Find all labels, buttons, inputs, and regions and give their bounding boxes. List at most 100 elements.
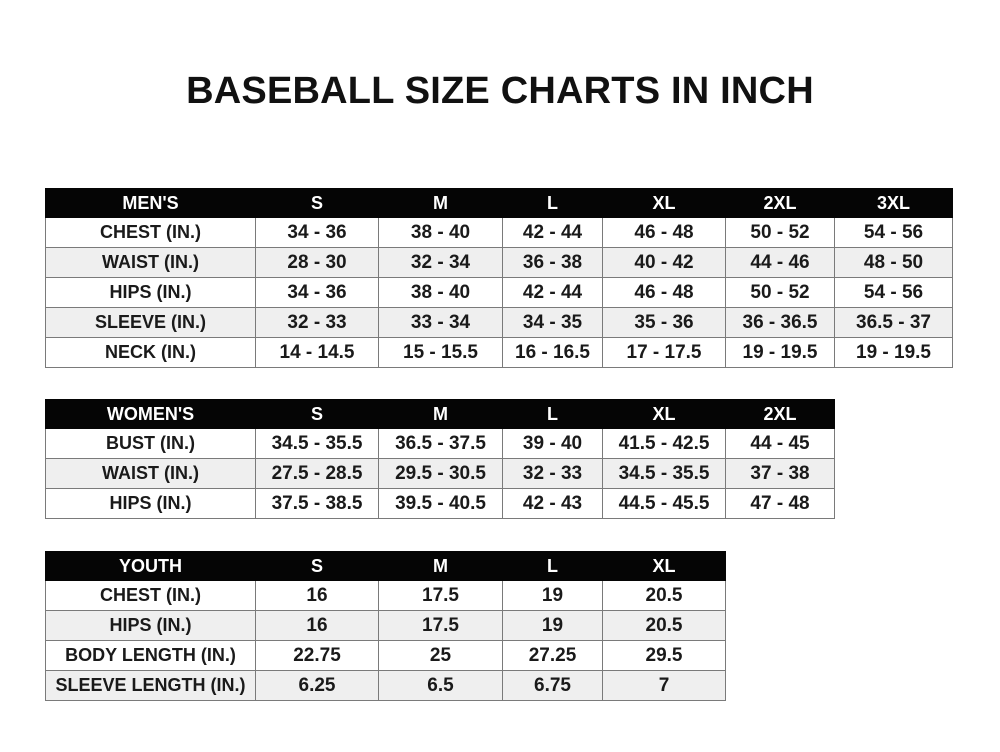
size-value-cell: 44 - 45: [725, 428, 835, 459]
measurement-label: HIPS (IN.): [45, 610, 256, 641]
size-value-cell: 34 - 36: [255, 277, 379, 308]
size-value-cell: 29.5: [602, 640, 726, 671]
size-value-cell: 38 - 40: [378, 217, 503, 248]
measurement-label: SLEEVE (IN.): [45, 307, 256, 338]
table-row: CHEST (IN.) 16 17.5 19 20.5: [45, 580, 726, 611]
size-value-cell: 19 - 19.5: [725, 337, 835, 368]
header-row: YOUTH S M L XL: [45, 551, 726, 581]
size-value-cell: 47 - 48: [725, 488, 835, 519]
mens-size-table: MEN'S S M L XL 2XL 3XL CHEST (IN.) 34 - 36 38 - 4…: [45, 188, 953, 368]
size-value-cell: 17.5: [378, 610, 503, 641]
size-value-cell: 54 - 56: [834, 217, 953, 248]
size-header: M: [378, 551, 503, 581]
size-value-cell: 46 - 48: [602, 277, 726, 308]
category-header: YOUTH: [45, 551, 256, 581]
table-row: CHEST (IN.) 34 - 36 38 - 40 42 - 44 46 - 48 5…: [45, 217, 953, 248]
table-row: SLEEVE LENGTH (IN.) 6.25 6.5 6.75 7: [45, 670, 726, 701]
measurement-label: WAIST (IN.): [45, 458, 256, 489]
size-value-cell: 7: [602, 670, 726, 701]
measurement-label: SLEEVE LENGTH (IN.): [45, 670, 256, 701]
size-value-cell: 33 - 34: [378, 307, 503, 338]
size-header: XL: [602, 188, 726, 218]
header-row: WOMEN'S S M L XL 2XL: [45, 399, 835, 429]
size-value-cell: 34.5 - 35.5: [602, 458, 726, 489]
size-value-cell: 46 - 48: [602, 217, 726, 248]
measurement-label: HIPS (IN.): [45, 277, 256, 308]
size-header: XL: [602, 399, 726, 429]
table-row: BODY LENGTH (IN.) 22.75 25 27.25 29.5: [45, 640, 726, 671]
size-value-cell: 39 - 40: [502, 428, 603, 459]
table-row: WAIST (IN.) 28 - 30 32 - 34 36 - 38 40 - 42 4…: [45, 247, 953, 278]
size-value-cell: 15 - 15.5: [378, 337, 503, 368]
size-header: 3XL: [834, 188, 953, 218]
size-value-cell: 41.5 - 42.5: [602, 428, 726, 459]
size-header: 2XL: [725, 188, 835, 218]
size-value-cell: 17 - 17.5: [602, 337, 726, 368]
size-value-cell: 32 - 33: [502, 458, 603, 489]
table-row: NECK (IN.) 14 - 14.5 15 - 15.5 16 - 16.5 17 …: [45, 337, 953, 368]
size-value-cell: 36 - 36.5: [725, 307, 835, 338]
size-value-cell: 19 - 19.5: [834, 337, 953, 368]
size-value-cell: 36.5 - 37: [834, 307, 953, 338]
measurement-label: CHEST (IN.): [45, 580, 256, 611]
size-value-cell: 28 - 30: [255, 247, 379, 278]
size-value-cell: 27.25: [502, 640, 603, 671]
size-value-cell: 35 - 36: [602, 307, 726, 338]
size-header: 2XL: [725, 399, 835, 429]
size-header: M: [378, 399, 503, 429]
measurement-label: CHEST (IN.): [45, 217, 256, 248]
size-value-cell: 16: [255, 580, 379, 611]
size-value-cell: 14 - 14.5: [255, 337, 379, 368]
size-value-cell: 54 - 56: [834, 277, 953, 308]
measurement-label: BODY LENGTH (IN.): [45, 640, 256, 671]
size-value-cell: 27.5 - 28.5: [255, 458, 379, 489]
header-row: MEN'S S M L XL 2XL 3XL: [45, 188, 953, 218]
size-header: L: [502, 188, 603, 218]
womens-size-table: WOMEN'S S M L XL 2XL BUST (IN.) 34.5 - 35.5 36.5…: [45, 399, 835, 519]
size-value-cell: 25: [378, 640, 503, 671]
size-value-cell: 32 - 34: [378, 247, 503, 278]
size-value-cell: 22.75: [255, 640, 379, 671]
table-row: SLEEVE (IN.) 32 - 33 33 - 34 34 - 35 35 - 36…: [45, 307, 953, 338]
size-value-cell: 38 - 40: [378, 277, 503, 308]
table-row: HIPS (IN.) 16 17.5 19 20.5: [45, 610, 726, 641]
size-value-cell: 20.5: [602, 580, 726, 611]
table-row: HIPS (IN.) 34 - 36 38 - 40 42 - 44 46 - 48 50…: [45, 277, 953, 308]
size-value-cell: 19: [502, 610, 603, 641]
size-value-cell: 42 - 43: [502, 488, 603, 519]
size-header: L: [502, 551, 603, 581]
size-value-cell: 48 - 50: [834, 247, 953, 278]
size-value-cell: 37.5 - 38.5: [255, 488, 379, 519]
table-row: HIPS (IN.) 37.5 - 38.5 39.5 - 40.5 42 - 43 4…: [45, 488, 835, 519]
measurement-label: NECK (IN.): [45, 337, 256, 368]
size-value-cell: 40 - 42: [602, 247, 726, 278]
size-value-cell: 34 - 35: [502, 307, 603, 338]
size-value-cell: 50 - 52: [725, 217, 835, 248]
size-value-cell: 34 - 36: [255, 217, 379, 248]
size-value-cell: 17.5: [378, 580, 503, 611]
size-value-cell: 50 - 52: [725, 277, 835, 308]
size-value-cell: 39.5 - 40.5: [378, 488, 503, 519]
measurement-label: HIPS (IN.): [45, 488, 256, 519]
page-title: BASEBALL SIZE CHARTS IN INCH: [186, 70, 814, 112]
size-value-cell: 6.75: [502, 670, 603, 701]
size-value-cell: 42 - 44: [502, 217, 603, 248]
category-header: MEN'S: [45, 188, 256, 218]
size-value-cell: 16: [255, 610, 379, 641]
size-header: M: [378, 188, 503, 218]
measurement-label: WAIST (IN.): [45, 247, 256, 278]
size-value-cell: 20.5: [602, 610, 726, 641]
size-header: XL: [602, 551, 726, 581]
size-value-cell: 19: [502, 580, 603, 611]
size-value-cell: 44 - 46: [725, 247, 835, 278]
size-value-cell: 36 - 38: [502, 247, 603, 278]
size-value-cell: 44.5 - 45.5: [602, 488, 726, 519]
size-header: S: [255, 188, 379, 218]
size-value-cell: 6.5: [378, 670, 503, 701]
size-value-cell: 36.5 - 37.5: [378, 428, 503, 459]
size-header: S: [255, 551, 379, 581]
size-value-cell: 37 - 38: [725, 458, 835, 489]
size-header: S: [255, 399, 379, 429]
size-header: L: [502, 399, 603, 429]
size-value-cell: 42 - 44: [502, 277, 603, 308]
